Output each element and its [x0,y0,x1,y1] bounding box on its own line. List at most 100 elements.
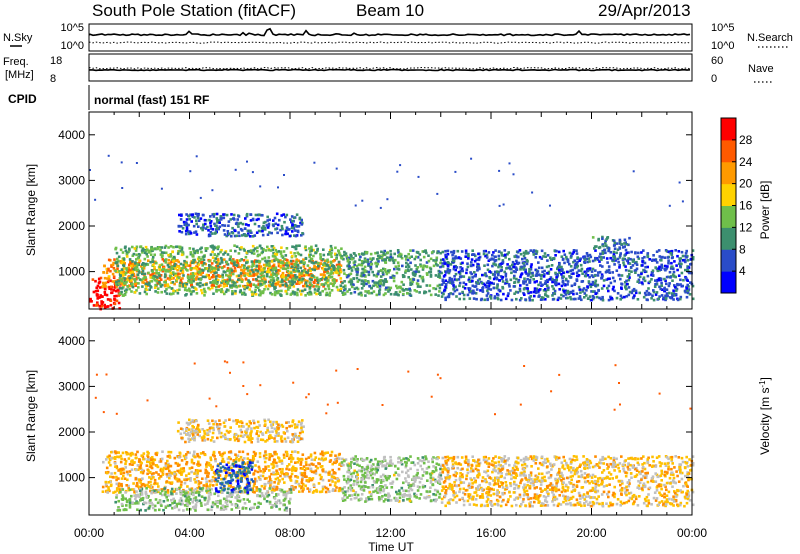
heatmap-cell [216,258,220,261]
heatmap-cell [228,278,232,281]
heatmap-cell [258,213,261,216]
heatmap-cell [116,270,119,274]
heatmap-cell [214,257,217,260]
heatmap-cell [569,296,572,299]
heatmap-cell [115,251,119,255]
heatmap-cell [109,475,112,479]
heatmap-cell [650,278,653,281]
heatmap-cell [203,262,206,265]
heatmap-cell [330,255,333,258]
heatmap-cell [594,256,597,260]
heatmap-cell [369,265,373,269]
heatmap-cell [409,281,412,284]
heatmap-cell [122,259,126,263]
heatmap-cell [260,247,263,250]
heatmap-cell [499,264,502,267]
heatmap-cell [641,257,644,260]
heatmap-cell [92,290,96,294]
heatmap-cell [267,269,270,272]
heatmap-cell [266,215,269,219]
heatmap-cell [304,281,308,284]
heatmap-cell [276,282,280,286]
heatmap-cell [450,279,454,283]
heatmap-cell [205,480,208,483]
heatmap-cell [269,291,272,295]
heatmap-cell [679,283,682,286]
heatmap-cell [171,250,174,254]
heatmap-cell [406,292,409,295]
heatmap-cell [306,479,310,482]
heatmap-cell [497,288,501,292]
heatmap-cell [642,276,646,279]
heatmap-cell [228,271,232,275]
heatmap-cell [624,284,627,287]
heatmap-cell [558,263,561,266]
heatmap-cell [352,277,355,281]
heatmap-cell [185,282,189,286]
heatmap-cell [359,255,362,259]
heatmap-cell [245,251,248,254]
heatmap-cell [309,283,312,286]
heatmap-cell [613,279,616,283]
heatmap-cell [543,273,546,276]
heatmap-cell [595,295,599,299]
heatmap-cell [191,253,194,257]
heatmap-cell [298,484,301,488]
heatmap-cell [256,254,260,258]
heatmap-cell [409,278,412,281]
heatmap-cell [284,232,287,236]
heatmap-cell [339,277,343,280]
heatmap-cell [249,235,252,238]
heatmap-cell [195,265,198,268]
heatmap-cell [277,482,280,485]
heatmap-cell [353,260,357,263]
heatmap-cell [294,475,297,478]
heatmap-cell [507,283,511,286]
heatmap-cell [265,271,269,274]
heatmap-cell [542,275,546,278]
heatmap-cell [428,284,432,287]
heatmap-cell [158,263,162,267]
heatmap-cell [413,289,417,292]
heatmap-cell [211,213,215,216]
heatmap-cell [388,269,391,272]
heatmap-cell [205,470,208,473]
heatmap-cell [425,251,428,255]
heatmap-cell [597,271,600,274]
heatmap-cell [182,285,185,288]
heatmap-cell [637,251,640,255]
heatmap-cell [126,277,129,281]
heatmap-cell [378,254,382,258]
heatmap-cell [155,464,159,467]
heatmap-cell [482,282,485,286]
heatmap-cell [131,273,134,277]
heatmap-cell [214,476,217,480]
heatmap-cell [147,460,151,463]
heatmap-cell [316,278,319,282]
heatmap-cell [249,213,253,216]
heatmap-cell [617,260,620,264]
heatmap-cell [310,470,314,474]
colorbar-tick-label: 4 [739,264,746,278]
heatmap-cell [466,262,469,265]
heatmap-cell [110,265,113,268]
heatmap-cell [215,275,218,278]
heatmap-cell [634,269,638,272]
heatmap-cell [569,269,573,272]
heatmap-cell [337,249,340,252]
heatmap-cell [408,256,411,260]
heatmap-cell [287,274,290,277]
heatmap-cell [410,282,414,286]
heatmap-cell [359,274,363,278]
heatmap-cell [441,265,445,268]
heatmap-cell [448,276,452,280]
heatmap-cell [105,293,109,297]
heatmap-cell [196,272,200,275]
heatmap-cell [284,282,288,286]
heatmap-cell [263,484,267,488]
heatmap-cell [155,471,158,474]
heatmap-cell [174,272,178,276]
heatmap-cell [379,281,382,285]
heatmap-cell [640,251,643,254]
heatmap-cell [313,281,316,285]
